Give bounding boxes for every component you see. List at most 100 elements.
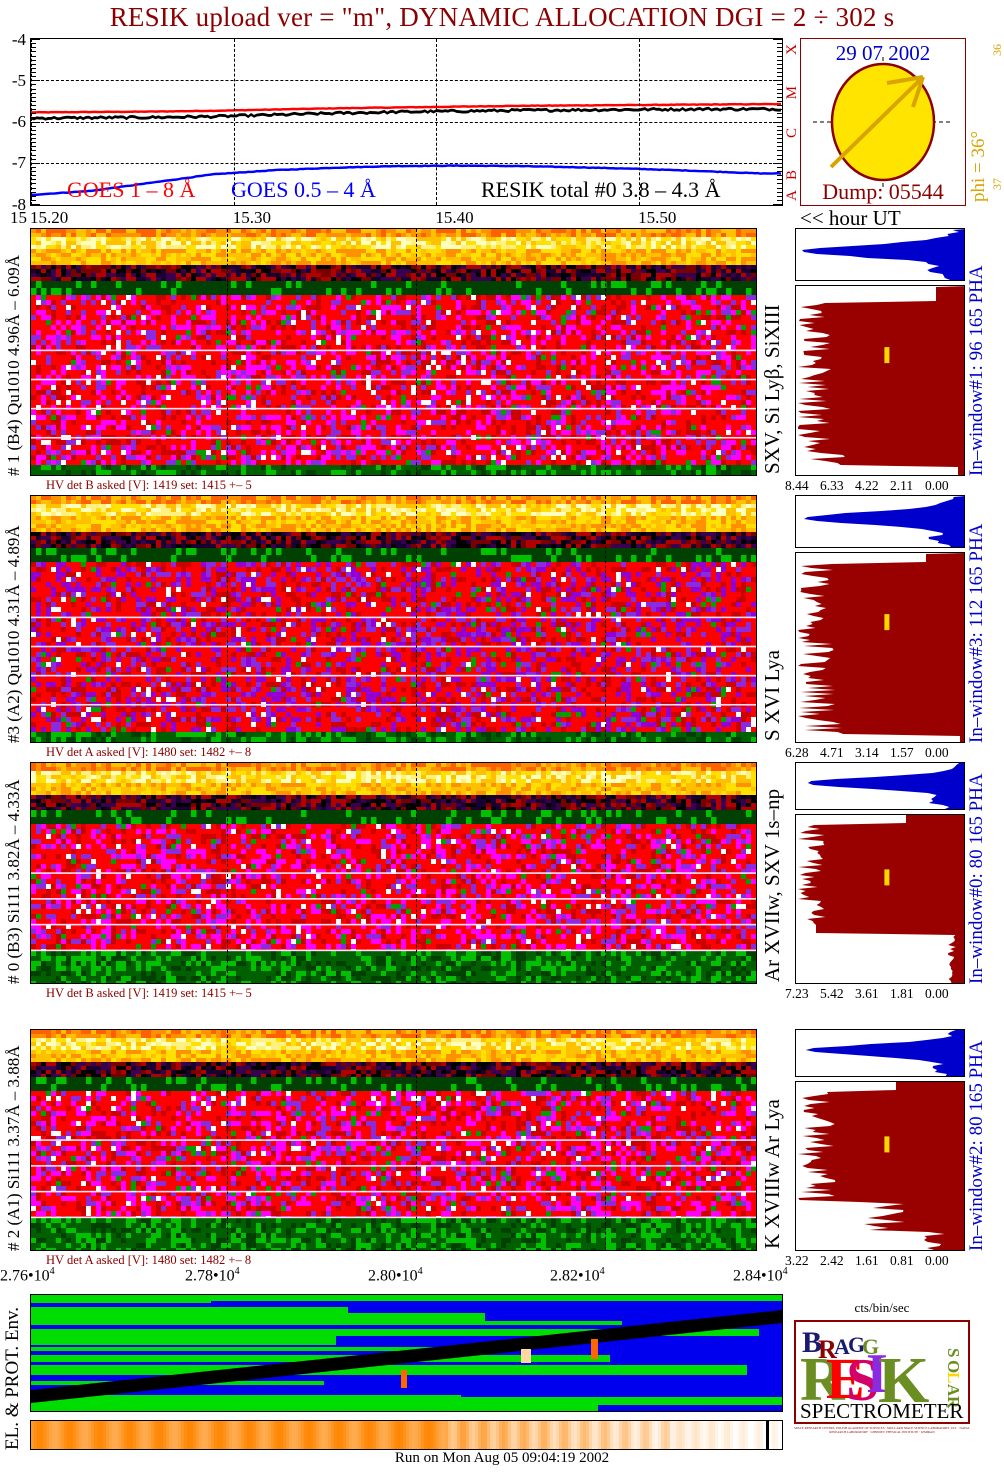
goes-minor-tick — [31, 204, 40, 205]
goes-minor-tick — [31, 146, 36, 148]
goes-minor-tick — [777, 166, 782, 168]
goes-minor-tick — [777, 43, 782, 45]
counts-curve — [798, 286, 964, 475]
goes-minor-tick — [31, 92, 36, 94]
panel-2-hist-axis: 3.22 2.42 1.61 0.81 0.00 — [785, 1253, 965, 1271]
goes-minor-tick — [31, 43, 36, 45]
goes-minor-tick — [31, 63, 36, 65]
goes-minor-tick — [31, 187, 36, 189]
goes-x-axis-labels: 15.20 15.30 15.40 15.50 15 — [10, 208, 800, 230]
goes-legend-item: RESIK total #0 3.8 – 4.3 Å — [481, 177, 721, 203]
goes-minor-tick — [777, 199, 782, 201]
counts-curve — [798, 1082, 964, 1250]
goes-minor-tick — [31, 191, 36, 193]
goes-minor-tick — [31, 47, 36, 49]
panel-3-counts-histogram[interactable] — [795, 552, 965, 743]
panel-0-spectrogram[interactable] — [30, 762, 757, 984]
phi-bottom-number: 37 — [990, 178, 1004, 190]
phi-angle-label: phi = 36° — [968, 42, 990, 202]
panel-2-spectrogram[interactable] — [30, 1029, 757, 1251]
goes-minor-tick — [31, 72, 36, 73]
time-guide — [227, 1030, 229, 1250]
panel-0-counts-histogram[interactable] — [795, 814, 965, 984]
goes-minor-tick — [777, 72, 782, 73]
goes-minor-tick — [31, 117, 36, 119]
electron-proton-env-plot[interactable] — [30, 1294, 783, 1412]
goes-class-M: M — [784, 86, 801, 99]
time-guide — [416, 229, 418, 475]
goes-minor-tick — [777, 191, 782, 193]
panel-2-counts-histogram[interactable] — [795, 1081, 965, 1251]
panel-0-right-label: In–window#0: 80 165 PHA — [966, 762, 988, 984]
window-marker — [884, 347, 890, 364]
goes-minor-tick — [31, 175, 36, 177]
goes-minor-tick — [773, 121, 782, 123]
goes-minor-tick — [31, 121, 40, 123]
goes-legend-item: GOES 0.5 – 4 Å — [231, 177, 376, 203]
pha-curve — [801, 229, 964, 280]
goes-minor-tick — [777, 59, 782, 61]
goes-minor-tick — [777, 129, 782, 131]
panel-3-pha-histogram[interactable] — [795, 495, 965, 548]
goes-minor-tick — [777, 51, 782, 53]
panel-2-line-label: K XVIIIw Ar Lya — [760, 1092, 785, 1249]
goes-minor-tick — [31, 51, 36, 53]
goes-minor-tick — [777, 179, 782, 181]
time-guide — [605, 229, 607, 475]
panel-1-left-label: # 1 (B4) Qu1010 4.96Å – 6.09Å — [4, 228, 24, 476]
goes-series-2 — [31, 106, 781, 121]
goes-flux-plot[interactable]: GOES 1 – 8 Å GOES 0.5 – 4 Å RESIK total #0… — [30, 38, 783, 206]
env-x-tick: 2.80•104 — [368, 1266, 423, 1285]
counts-curve — [798, 815, 964, 983]
goes-minor-tick — [773, 162, 782, 164]
goes-minor-tick — [777, 55, 782, 57]
hist-tick: 8.44 — [785, 478, 809, 494]
window-marker — [884, 869, 890, 886]
counts-curve — [798, 553, 964, 742]
resik-logo: B R A G G R E S I K S O L A R SPECTROMET… — [794, 1320, 970, 1424]
panel-0-left-label: # 0 (B3) Si111 3.82Å – 4.33Å — [4, 762, 24, 984]
goes-minor-tick — [777, 96, 782, 98]
hist-tick: 1.81 — [890, 986, 914, 1002]
goes-minor-tick — [31, 59, 36, 61]
panel-3-hv-status: HV det A asked [V]: 1480 set: 1482 +– 8 — [46, 745, 251, 760]
time-guide — [227, 496, 229, 742]
env-colorbar[interactable] — [30, 1420, 783, 1450]
goes-minor-tick — [31, 166, 36, 168]
panel-3-spectrogram[interactable] — [30, 495, 757, 743]
goes-minor-tick — [777, 158, 782, 160]
hist-tick: 4.22 — [855, 478, 879, 494]
panel-1-spectrogram-image — [31, 229, 756, 475]
goes-minor-tick — [31, 129, 36, 131]
panel-1-counts-histogram[interactable] — [795, 285, 965, 476]
goes-minor-tick — [773, 39, 782, 40]
solar-disk-diagram[interactable]: 29 07 2002 Dump: 05544 — [800, 38, 966, 206]
goes-minor-tick — [777, 138, 782, 139]
goes-minor-tick — [777, 175, 782, 177]
goes-minor-tick — [777, 92, 782, 94]
panel-0-pha-histogram[interactable] — [795, 762, 965, 810]
panel-0-line-label: Ar XVIIw, SXV 1s–np — [760, 789, 785, 982]
goes-vline — [436, 39, 438, 205]
panel-1-pha-histogram[interactable] — [795, 228, 965, 281]
panel-2-pha-histogram[interactable] — [795, 1029, 965, 1077]
goes-x-tick: 15 — [10, 208, 27, 228]
goes-gridline — [31, 162, 782, 164]
hist-tick: 3.61 — [855, 986, 879, 1002]
goes-legend-item: GOES 1 – 8 Å — [67, 177, 195, 203]
goes-minor-tick — [777, 105, 782, 106]
panel-2-right-label: In–window#2: 80 165 PHA — [966, 1029, 988, 1251]
goes-y-tick: -8 — [12, 195, 26, 215]
phi-top-number: 36 — [990, 44, 1004, 56]
goes-minor-tick — [777, 171, 782, 172]
goes-minor-tick — [777, 47, 782, 49]
panel-1-spectrogram[interactable] — [30, 228, 757, 476]
panel-3-right-label: In–window#3: 112 165 PHA — [966, 495, 988, 743]
time-guide — [227, 229, 229, 475]
time-guide — [605, 496, 607, 742]
goes-x-tick: 15.40 — [435, 208, 473, 228]
goes-minor-tick — [31, 183, 36, 185]
goes-minor-tick — [777, 195, 782, 197]
resik-logo-svg: B R A G G R E S I K S O L A R SPECTROMET… — [800, 1326, 963, 1422]
goes-minor-tick — [31, 84, 36, 86]
